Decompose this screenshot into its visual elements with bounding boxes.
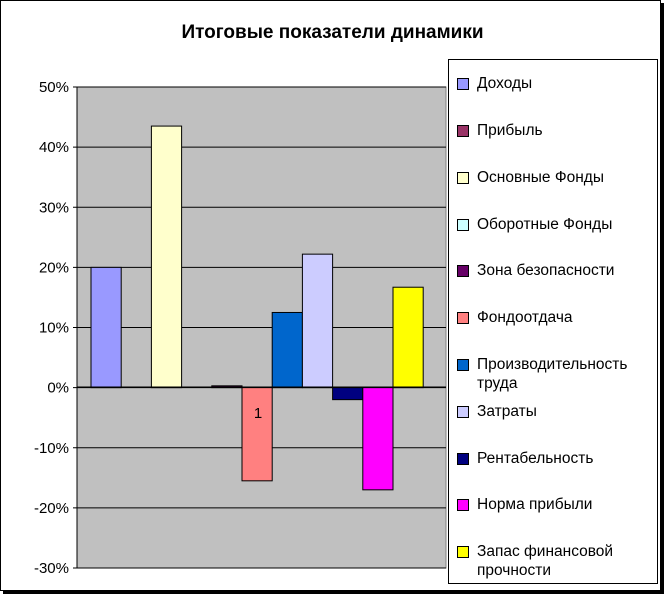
legend-swatch: [457, 172, 469, 184]
legend-label: Прибыль: [477, 122, 543, 139]
y-tick-label: 10%: [39, 320, 69, 337]
category-label: 1: [254, 405, 262, 422]
bar: [301, 253, 334, 389]
legend-swatch: [457, 312, 469, 324]
legend-swatch: [457, 359, 469, 371]
legend-label: Оборотные Фонды: [477, 216, 613, 233]
legend-label: Производительность труда: [477, 356, 628, 392]
legend-label: Фондоотдача: [477, 309, 573, 326]
chart-title: Итоговые показатели динамики: [181, 22, 484, 43]
y-tick-label: 50%: [39, 79, 69, 96]
y-tick-label: -30%: [34, 560, 69, 577]
legend-swatch: [457, 406, 469, 418]
legend-label: Зона безопасности: [477, 262, 615, 279]
legend-label: Затраты: [477, 403, 537, 420]
legend-swatch: [457, 499, 469, 511]
legend: Доходы Прибыль Основные Фонды Оборотные Фон…: [448, 59, 658, 584]
bar: [241, 387, 273, 482]
bar: [271, 311, 303, 389]
gridlines: [77, 86, 446, 569]
legend-label: Доходы: [477, 75, 533, 92]
legend-label: Запас финансовой прочности: [477, 543, 614, 579]
y-tick-label: 0%: [47, 380, 69, 397]
legend-swatch: [457, 546, 469, 558]
y-axis-ticks: 50% 40% 30% 20% 10% 0% -10% -20% -30%: [34, 79, 77, 577]
legend-swatch: [457, 453, 469, 465]
bar: [90, 266, 122, 389]
bar: [332, 387, 364, 401]
legend-swatch: [457, 125, 469, 137]
y-tick-label: -10%: [34, 440, 69, 457]
legend-swatch: [457, 78, 469, 90]
bar: [392, 286, 424, 389]
y-tick-label: 40%: [39, 139, 69, 156]
y-tick-label: 20%: [39, 259, 69, 276]
y-tick-label: 30%: [39, 199, 69, 216]
bar: [150, 125, 183, 389]
bar: [362, 387, 394, 491]
legend-label: Норма прибыли: [477, 496, 593, 513]
legend-label: Основные Фонды: [477, 169, 604, 186]
legend-label: Рентабельность: [477, 450, 594, 467]
legend-swatch: [457, 219, 469, 231]
legend-swatch: [457, 265, 469, 277]
y-tick-label: -20%: [34, 500, 69, 517]
bars: [90, 125, 424, 491]
